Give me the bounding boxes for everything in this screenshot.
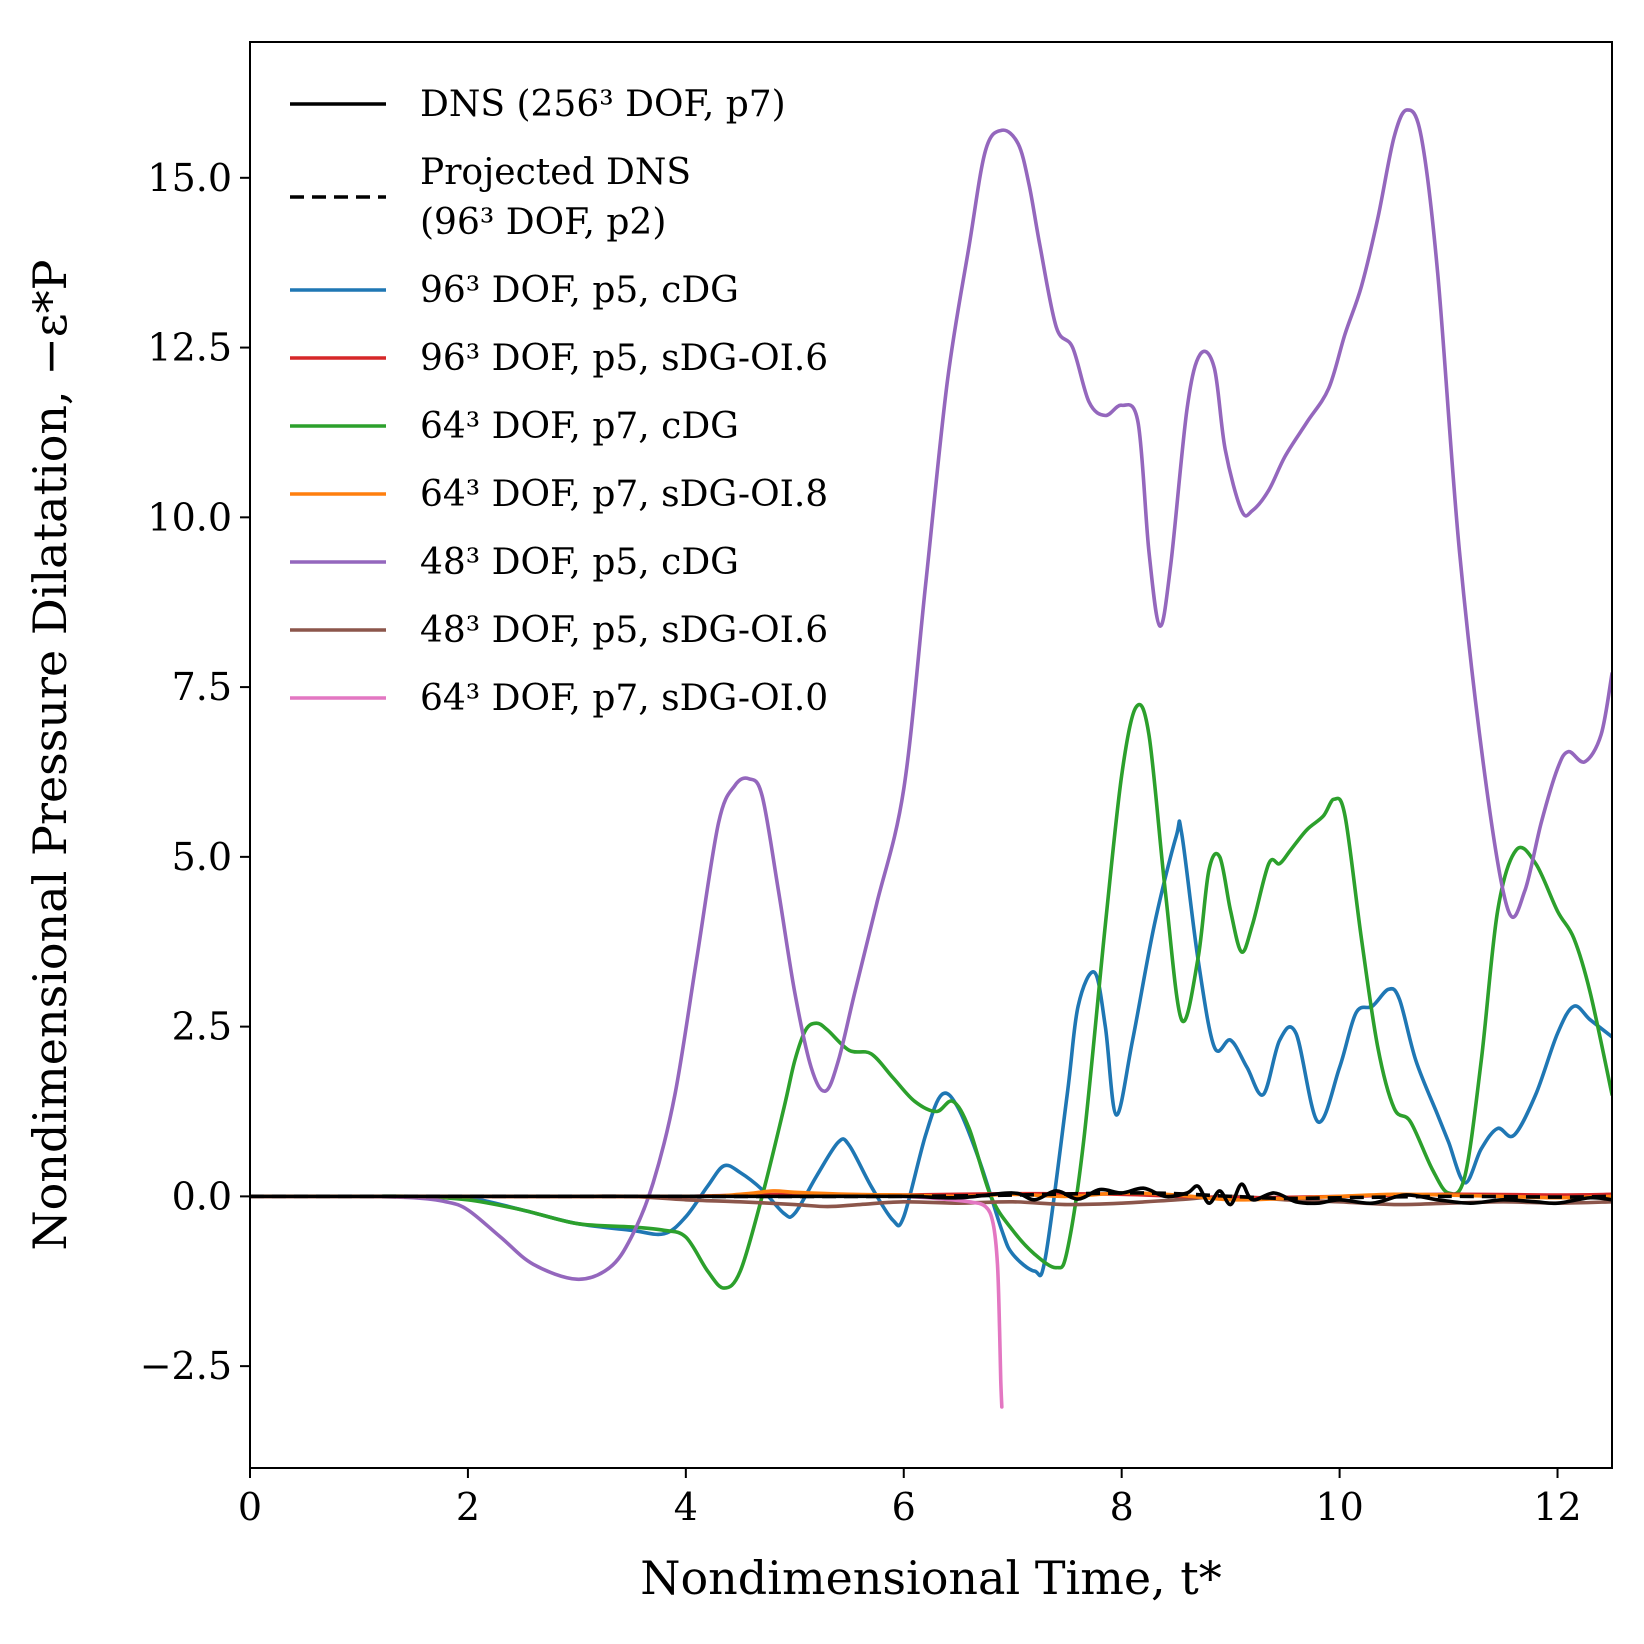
y-tick-label: −2.5 [140, 1344, 232, 1388]
plot-frame [249, 41, 1613, 1469]
legend-label-2: 96³ DOF, p5, cDG [420, 270, 739, 311]
legend-label-1: Projected DNS [420, 152, 691, 193]
y-tick-label: 7.5 [172, 665, 232, 709]
series-line-4 [250, 702, 1612, 1290]
x-tick-label: 8 [1110, 1485, 1134, 1529]
y-axis-label: Nondimensional Pressure Dilatation, −ε*P [23, 259, 77, 1250]
legend-label-4: 64³ DOF, p7, cDG [420, 406, 739, 447]
y-tick-label: 0.0 [172, 1174, 232, 1218]
y-tick-label: 2.5 [172, 1005, 232, 1049]
x-tick-label: 10 [1315, 1485, 1363, 1529]
x-tick-label: 12 [1533, 1485, 1581, 1529]
y-tick-label: 5.0 [172, 835, 232, 879]
legend-label-7: 48³ DOF, p5, sDG-OI.6 [420, 610, 828, 651]
x-tick-label: 0 [238, 1485, 262, 1529]
legend-label-6: 48³ DOF, p5, cDG [420, 542, 739, 583]
series-layer [250, 108, 1612, 1409]
y-tick-label: 10.0 [147, 495, 232, 539]
x-axis-label: Nondimensional Time, t* [640, 1551, 1222, 1605]
series-line-1 [250, 1191, 1612, 1201]
x-tick-label: 2 [456, 1485, 480, 1529]
legend-label-0: DNS (256³ DOF, p7) [420, 84, 786, 125]
legend-label-1: (96³ DOF, p2) [420, 202, 666, 243]
x-axis: 0 2 4 6 8 10 12 [238, 1468, 1582, 1529]
series-line-2 [250, 819, 1612, 1278]
y-tick-label: 12.5 [147, 326, 232, 370]
x-tick-label: 6 [892, 1485, 916, 1529]
series-line-6 [250, 108, 1612, 1282]
legend-label-3: 96³ DOF, p5, sDG-OI.6 [420, 338, 828, 379]
y-axis: −2.5 0.0 2.5 5.0 7.5 10.0 12.5 15.0 [140, 156, 250, 1388]
legend-label-5: 64³ DOF, p7, sDG-OI.8 [420, 474, 828, 515]
y-tick-label: 15.0 [147, 156, 232, 200]
x-tick-label: 4 [674, 1485, 698, 1529]
legend-label-8: 64³ DOF, p7, sDG-OI.0 [420, 678, 828, 719]
legend: DNS (256³ DOF, p7) Projected DNS (96³ DOF,… [290, 84, 828, 719]
